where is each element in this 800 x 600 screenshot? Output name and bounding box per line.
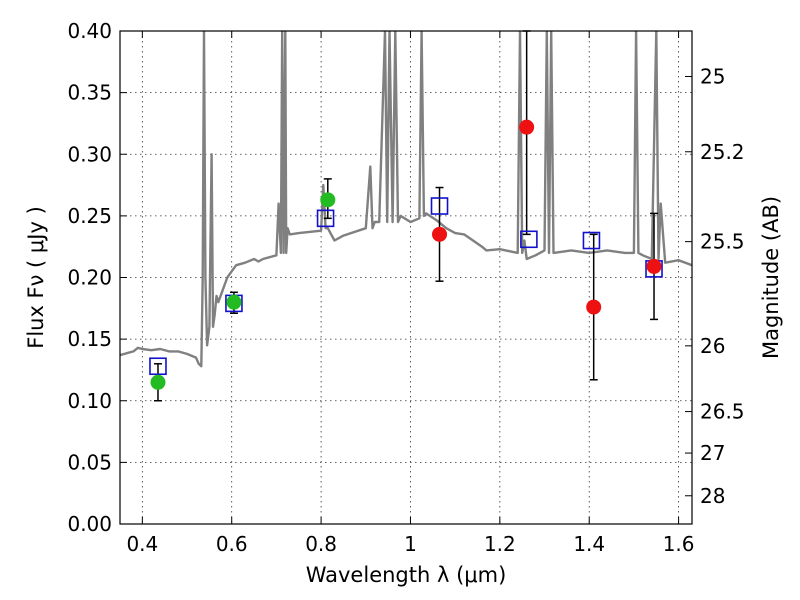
x-tick-label: 0.6 [216, 532, 248, 556]
nir-data-point [586, 299, 602, 315]
nir-data-point [432, 226, 448, 242]
nir-data-point [519, 119, 535, 135]
model-photometry-box [520, 230, 538, 249]
mag-tick-label: 28 [700, 484, 725, 508]
x-tick-label: 0.4 [126, 532, 158, 556]
y-tick-label: 0.10 [67, 389, 112, 413]
y-tick-label: 0.30 [67, 142, 112, 166]
y-tick-label: 0.40 [67, 19, 112, 43]
mag-tick-label: 25 [700, 64, 725, 88]
x-tick-label: 1.6 [663, 532, 695, 556]
mag-tick-label: 25.5 [700, 230, 745, 254]
mag-tick-label: 25.2 [700, 140, 745, 164]
y-tick-label: 0.35 [67, 81, 112, 105]
y-tick-label: 0.20 [67, 266, 112, 290]
y-tick-label: 0.00 [67, 512, 112, 536]
model-photometry-box [316, 209, 335, 228]
model-spectrum-layer [120, 31, 692, 368]
model-photometry-box [149, 357, 167, 376]
photometry-points-layer [149, 30, 663, 402]
y-tick-label: 0.05 [67, 450, 112, 474]
mag-tick-label: 27 [700, 441, 725, 465]
y-axis-right-label: Magnitude (AB) [759, 196, 783, 359]
x-tick-label: 0.8 [305, 532, 337, 556]
mag-tick-label: 26.5 [700, 400, 745, 424]
x-tick-label: 1.4 [573, 532, 605, 556]
y-axis-label: Flux Fν ( μJy ) [24, 206, 48, 349]
optical-data-point [226, 294, 242, 310]
x-axis-label: Wavelength λ (μm) [306, 563, 507, 587]
nir-data-point [646, 258, 662, 274]
model-photometry-box [430, 197, 449, 215]
mag-tick-label: 26 [700, 334, 725, 358]
optical-data-point [320, 192, 336, 208]
x-tick-label: 1 [404, 532, 417, 556]
x-tick-label: 1.2 [484, 532, 516, 556]
axis-ticks: 0.4 0.6 0.8 1 1.2 1.4 1.6 0.00 0.05 0.10 0.15 0.20 0… [67, 19, 744, 556]
y-tick-label: 0.25 [67, 204, 112, 228]
optical-data-point [150, 374, 166, 390]
model-photometry-box [582, 231, 601, 250]
y-tick-label: 0.15 [67, 327, 112, 351]
model-spectrum-line [120, 31, 692, 368]
